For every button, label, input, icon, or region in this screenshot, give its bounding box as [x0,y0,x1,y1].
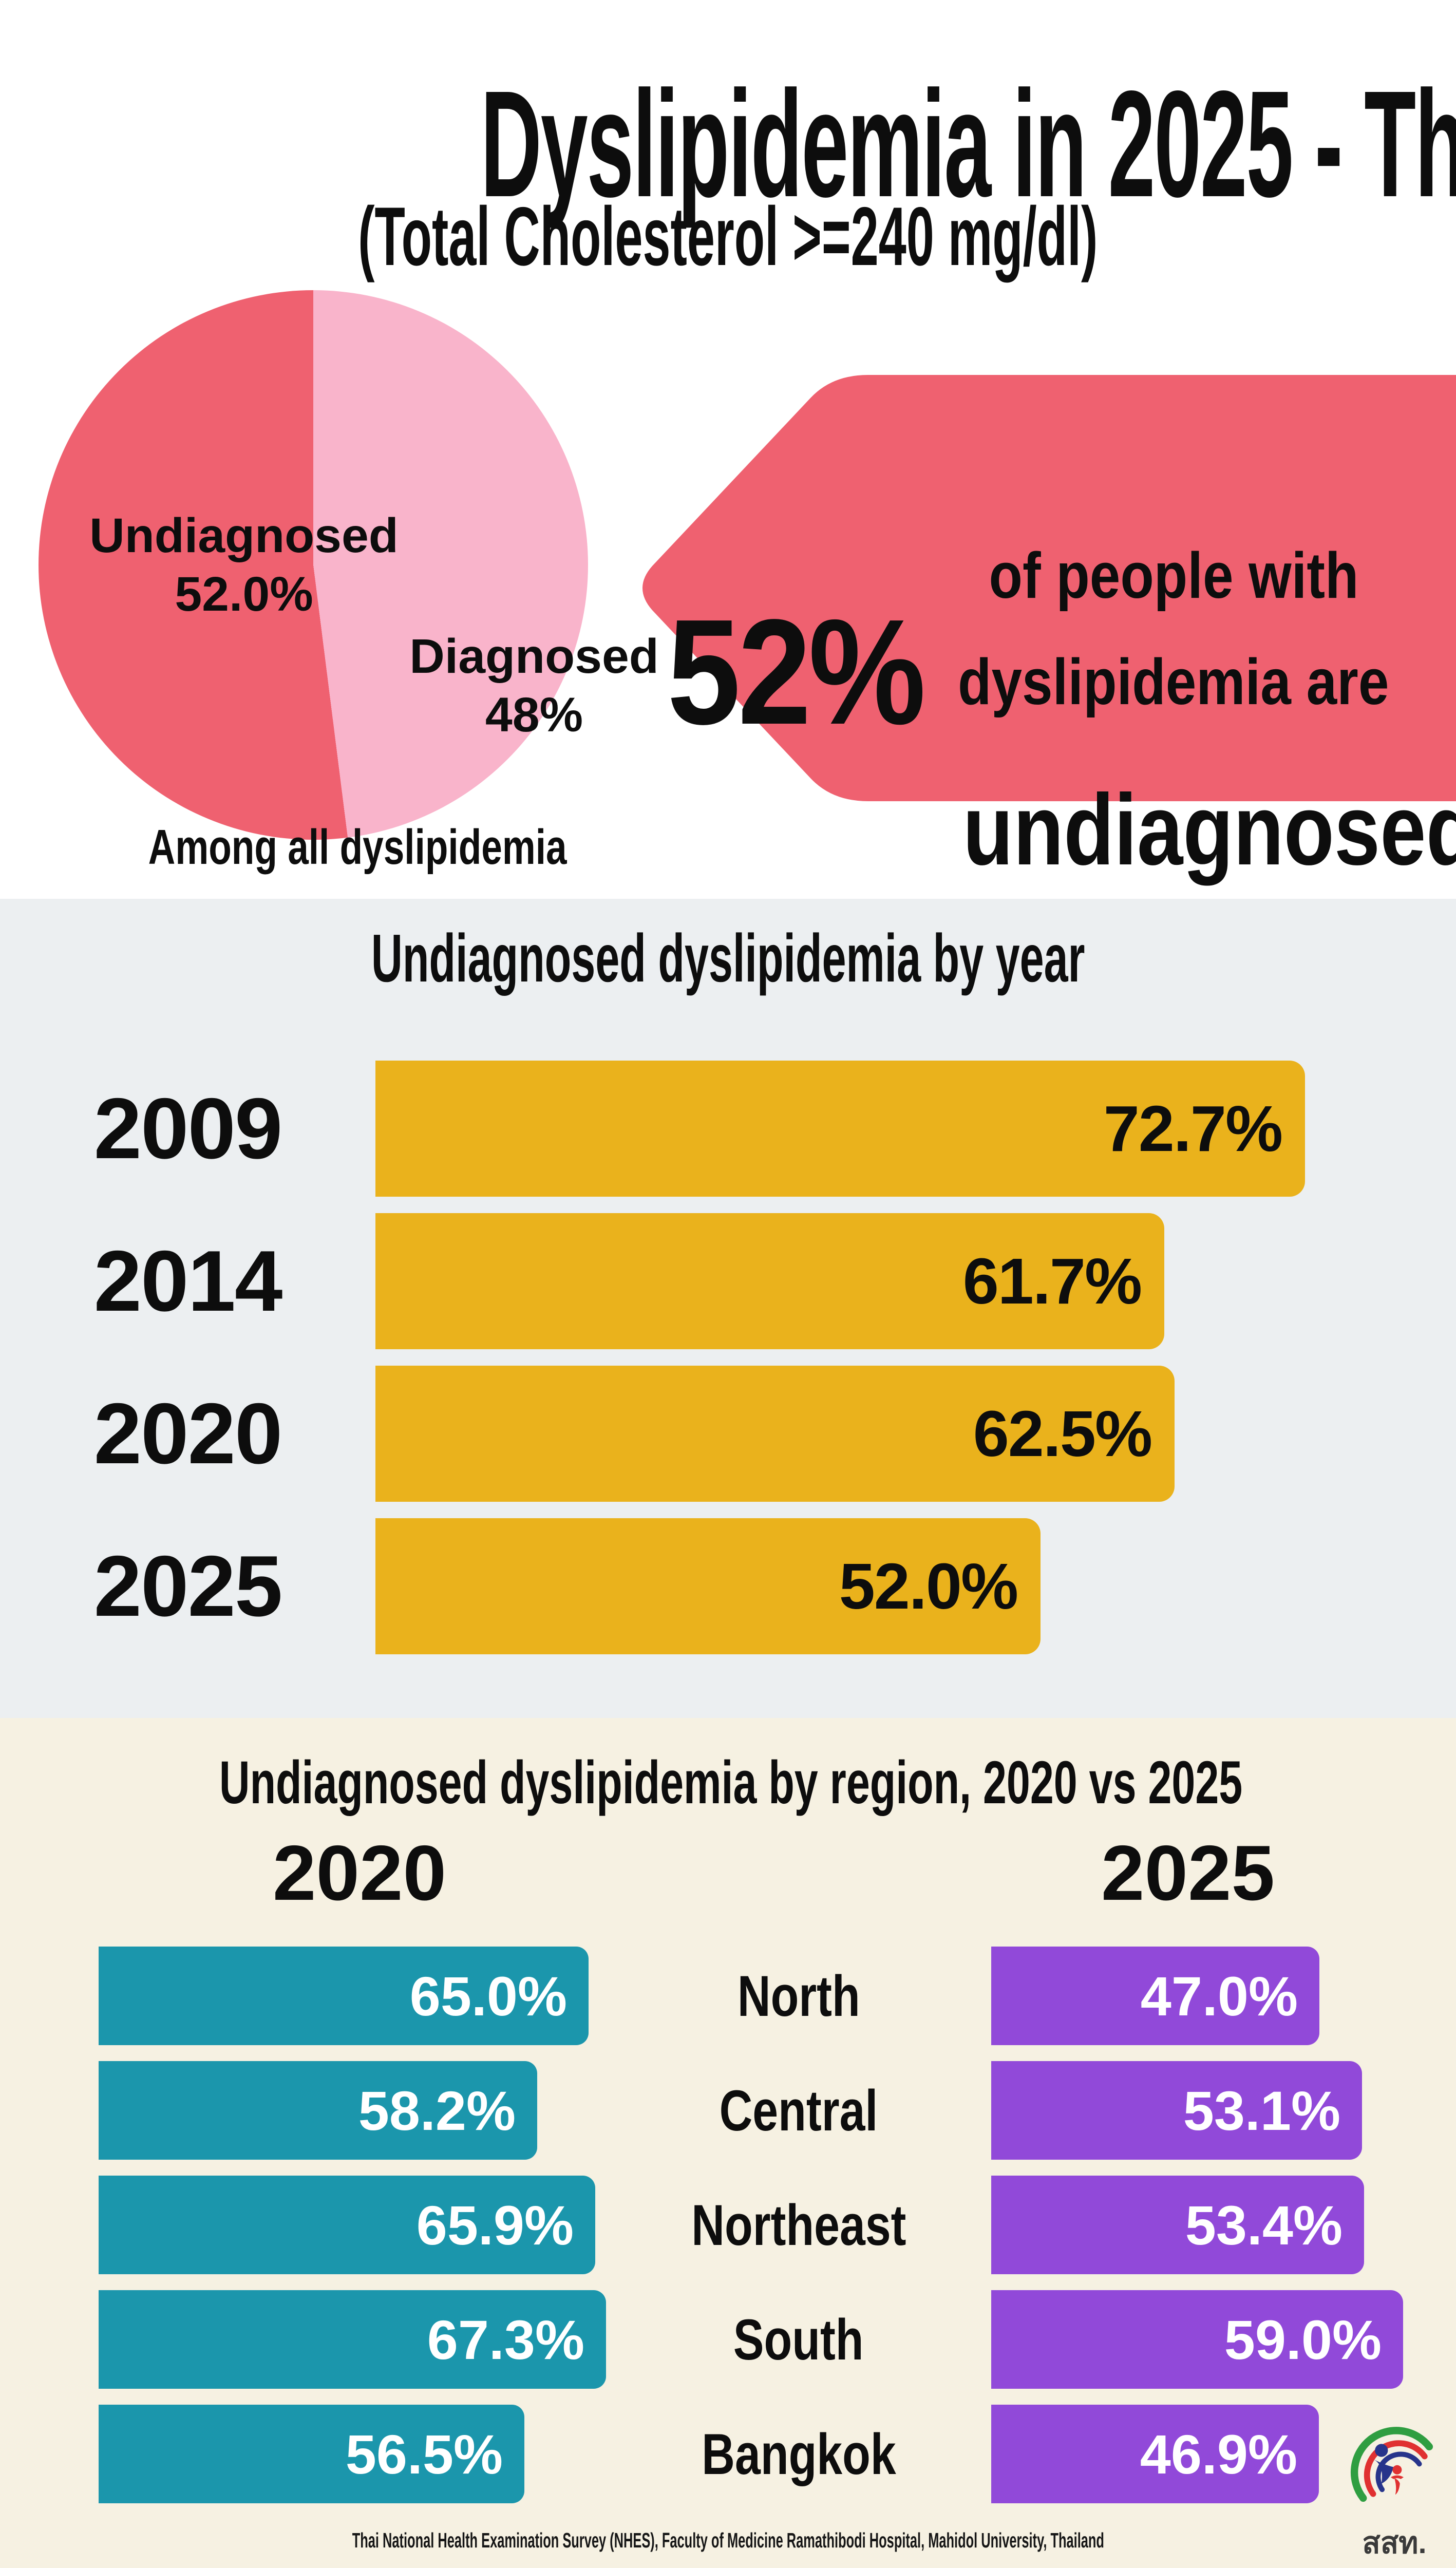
bar-2025: 53.4% [991,2176,1364,2274]
nhes-logo-icon [1350,2427,1433,2502]
year-row-2009: 2009 72.7% [0,1061,1456,1197]
section-by-region: Undiagnosed dyslipidemia by region, 2020… [0,1718,1456,2568]
year-bar: 61.7% [375,1213,1164,1349]
page-subtitle: (Total Cholesterol >=240 mg/dl) [358,190,1098,283]
bar-2020: 58.2% [99,2061,537,2160]
year-row-2025: 2025 52.0% [0,1518,1456,1654]
year-axis-label: 2020 [93,1385,283,1482]
bar-2025: 47.0% [991,1947,1319,2045]
logo-acronym: สสท. [1362,2526,1427,2560]
region-label: Bangkok [701,2422,896,2486]
region-row-central: 58.2% Central 53.1% [0,2061,1456,2160]
region-chart-title: Undiagnosed dyslipidemia by region, 2020… [219,1749,1243,1817]
source-credit: Thai National Health Examination Survey … [352,2528,1104,2552]
year-bar: 72.7% [375,1061,1305,1197]
year-chart-title: Undiagnosed dyslipidemia by year [371,920,1085,996]
year-axis-label: 2009 [93,1080,283,1177]
pie-slice-label-diagnosed: Diagnosed 48% [409,629,659,742]
year-bar-value: 61.7% [962,1245,1142,1317]
callout-big-percent: 52% [667,588,926,756]
bar-2020: 56.5% [99,2405,524,2503]
region-row-bangkok: 56.5% Bangkok 46.9% [0,2405,1456,2503]
section-by-year: Undiagnosed dyslipidemia by year 2009 72… [0,899,1456,1718]
region-row-northeast: 65.9% Northeast 53.4% [0,2176,1456,2274]
bar-2020: 67.3% [99,2290,606,2389]
pie-chart-diagnosis-share [39,290,588,840]
bar-2020: 65.0% [99,1947,589,2045]
region-row-north: 65.0% North 47.0% [0,1947,1456,2045]
bar-2020-value: 56.5% [345,2423,503,2485]
year-axis-label: 2014 [93,1233,283,1329]
year-row-2020: 2020 62.5% [0,1366,1456,1502]
year-row-2014: 2014 61.7% [0,1213,1456,1349]
pie-slice-label-undiagnosed: Undiagnosed 52.0% [89,508,399,621]
region-label: Northeast [691,2193,906,2257]
column-header-2025: 2025 [1101,1829,1275,1917]
bar-2020-value: 58.2% [358,2079,516,2142]
callout-arrow-shape [642,375,1456,801]
bar-2025-value: 47.0% [1140,1965,1298,2027]
year-bar-value: 62.5% [973,1398,1152,1470]
bar-2025-value: 59.0% [1224,2308,1382,2371]
callout-emphasis: undiagnosed [962,773,1456,886]
year-bar-value: 72.7% [1103,1092,1283,1165]
year-bar: 62.5% [375,1366,1175,1502]
region-label: Central [719,2078,878,2143]
year-axis-label: 2025 [93,1538,283,1634]
nhes-logo: สสท. การสำรวจสุขภาพประชาชนไทย [1325,2423,1456,2568]
page-title: Dyslipidemia in 2025 - Thailand [480,59,1456,229]
bar-2025-value: 46.9% [1140,2423,1297,2485]
year-bar-value: 52.0% [839,1550,1018,1622]
column-header-2020: 2020 [272,1829,447,1917]
region-label: North [737,1963,860,2028]
bar-2020-value: 67.3% [427,2308,584,2371]
key-stat-callout: 52% of people with dyslipidemia are undi… [621,360,1456,886]
bar-2025: 53.1% [991,2061,1362,2160]
bar-2020-value: 65.9% [416,2194,574,2256]
bar-2020-value: 65.0% [409,1965,567,2027]
bar-2020: 65.9% [99,2176,595,2274]
pie-caption: Among all dyslipidemia [148,820,567,875]
year-bar: 52.0% [375,1518,1041,1654]
bar-2025: 46.9% [991,2405,1319,2503]
bar-2025: 59.0% [991,2290,1403,2389]
section-overview: Dyslipidemia in 2025 - Thailand (Total C… [0,0,1456,899]
bar-2025-value: 53.4% [1185,2194,1342,2256]
bar-2025-value: 53.1% [1183,2079,1340,2142]
region-label: South [733,2307,864,2372]
region-row-south: 67.3% South 59.0% [0,2290,1456,2389]
callout-text: of people with dyslipidemia are undiagno… [906,523,1456,913]
